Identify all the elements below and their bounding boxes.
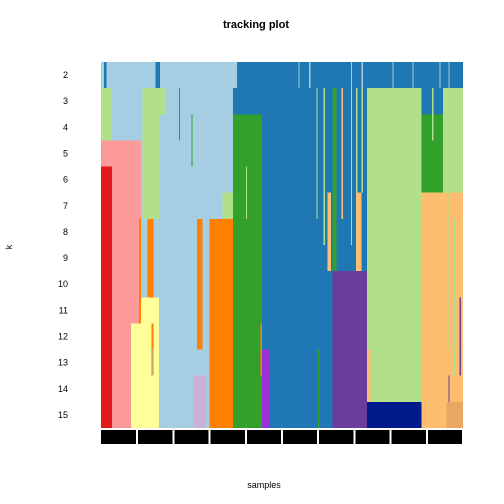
sample-group-segment xyxy=(283,430,318,444)
heatmap-block xyxy=(209,218,234,428)
k-tick-label: 5 xyxy=(63,149,68,159)
heatmap-block xyxy=(147,218,154,324)
heatmap-streak xyxy=(350,62,352,89)
k-tick-label: 10 xyxy=(58,279,68,289)
sample-group-segment xyxy=(246,430,281,444)
heatmap-block xyxy=(233,114,263,429)
heatmap-block xyxy=(144,218,148,324)
heatmap-block xyxy=(139,218,142,324)
heatmap-streak xyxy=(318,349,320,428)
heatmap-block xyxy=(459,297,462,376)
heatmap-block xyxy=(140,140,143,428)
k-tick-label: 8 xyxy=(63,227,68,237)
heatmap-block xyxy=(332,271,368,428)
sample-group-segment xyxy=(427,430,462,444)
heatmap-streak xyxy=(439,62,441,89)
heatmap-block xyxy=(101,166,112,429)
chart-title: tracking plot xyxy=(223,19,289,31)
heatmap-block xyxy=(142,88,159,219)
heatmap-streak xyxy=(361,88,363,193)
heatmap-block xyxy=(193,375,206,428)
heatmap-block xyxy=(158,88,167,115)
k-tick-label: 15 xyxy=(58,410,68,420)
heatmap-streak xyxy=(392,62,394,89)
heatmap-streak xyxy=(453,218,456,376)
heatmap-block xyxy=(260,323,263,376)
heatmap-block xyxy=(131,323,141,428)
heatmap-block xyxy=(356,192,362,272)
heatmap-streak xyxy=(457,271,459,350)
heatmap-block xyxy=(205,218,210,428)
k-tick-label: 6 xyxy=(63,175,68,185)
heatmap-block xyxy=(158,218,163,428)
sample-group-segment xyxy=(138,430,173,444)
heatmap-block xyxy=(140,297,159,428)
heatmap-block xyxy=(327,192,331,272)
heatmap-streak xyxy=(245,166,247,219)
sample-group-segment xyxy=(210,430,245,444)
heatmap-block xyxy=(421,192,463,428)
sample-group-segment xyxy=(391,430,426,444)
heatmap-streak xyxy=(361,62,363,89)
k-tick-label: 4 xyxy=(63,122,68,132)
heatmap-streak xyxy=(350,88,352,246)
heatmap-streak xyxy=(341,88,343,219)
heatmap-block xyxy=(155,62,161,89)
heatmap-block xyxy=(367,401,422,428)
heatmap-streak xyxy=(298,62,300,89)
k-tick-label: 7 xyxy=(63,201,68,211)
heatmap-streak xyxy=(432,88,434,141)
heatmap-block xyxy=(101,88,112,141)
heatmap-block xyxy=(101,140,104,167)
heatmap-block xyxy=(262,349,270,428)
heatmap-block xyxy=(150,349,153,376)
heatmap-block xyxy=(151,323,154,376)
heatmap-streak xyxy=(309,62,311,89)
heatmap-streak xyxy=(323,88,325,246)
heatmap-streak xyxy=(191,114,193,167)
y-axis-label: k xyxy=(4,244,14,249)
k-tick-label: 14 xyxy=(58,384,68,394)
heatmap-block xyxy=(443,88,463,193)
heatmap-streak xyxy=(448,375,450,402)
heatmap-block xyxy=(233,62,237,89)
heatmap-block xyxy=(103,62,107,89)
heatmap-block xyxy=(446,401,463,428)
heatmap-streak xyxy=(356,88,358,193)
heatmap-block xyxy=(332,88,337,298)
sample-group-segment xyxy=(355,430,390,444)
k-tick-labels: 2 3 4 5 6 7 8 9 10 11 12 13 14 15 xyxy=(58,70,68,420)
heatmap-streak xyxy=(448,62,450,89)
x-axis-label: samples xyxy=(247,480,281,490)
k-tick-label: 2 xyxy=(63,70,68,80)
k-tick-label: 3 xyxy=(63,96,68,106)
heatmap-streak xyxy=(448,192,450,350)
heatmap-block xyxy=(222,192,234,219)
heatmap-block xyxy=(367,349,371,402)
heatmap-block xyxy=(367,88,422,429)
sample-group-segment xyxy=(174,430,209,444)
sample-group-segment xyxy=(319,430,354,444)
heatmap-block xyxy=(421,114,444,193)
sample-group-segment xyxy=(101,430,137,444)
k-tick-label: 11 xyxy=(59,305,68,315)
heatmap-streak xyxy=(412,62,414,89)
heatmap-streak xyxy=(316,88,318,219)
sample-group-bar xyxy=(101,430,462,444)
k-tick-label: 9 xyxy=(63,253,68,263)
plot-area xyxy=(101,62,463,429)
heatmap-streak xyxy=(178,88,181,141)
k-tick-label: 13 xyxy=(58,358,68,368)
k-tick-label: 12 xyxy=(58,332,68,342)
heatmap-block xyxy=(196,218,203,350)
